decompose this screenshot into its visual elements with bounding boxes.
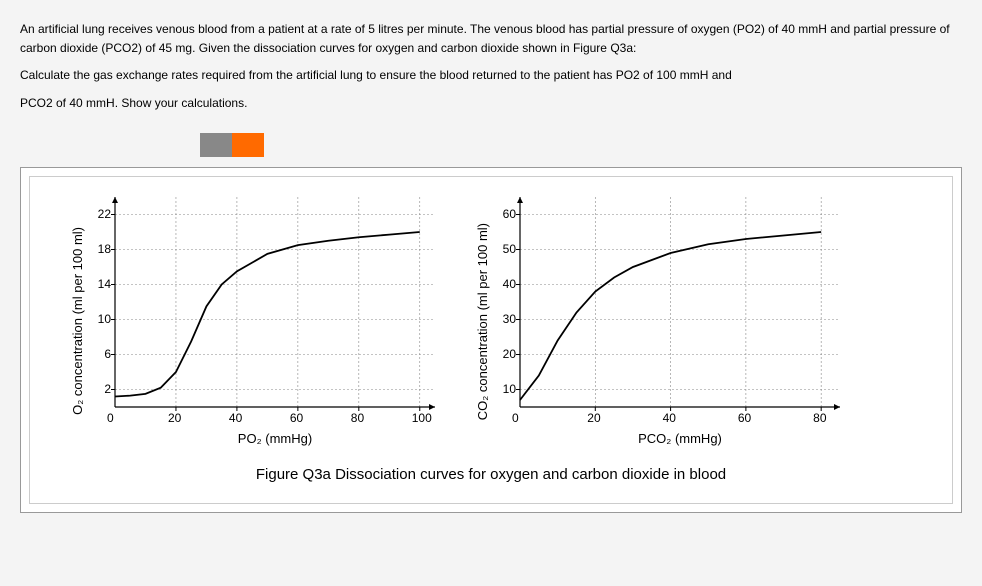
- o2-y-label: O₂ concentration (ml per 100 ml): [70, 227, 85, 415]
- o2-y-ticks: 22 18 14 10 6 2: [93, 197, 115, 407]
- figure-inner: O₂ concentration (ml per 100 ml) 22 18 14 1…: [29, 176, 953, 504]
- y-tick-label: 60: [503, 208, 516, 220]
- color-tabs: [200, 133, 962, 157]
- chart-co2: CO₂ concentration (ml per 100 ml) 60 50 40…: [475, 197, 840, 446]
- x-tick-label: 40: [663, 411, 676, 425]
- o2-plot: [115, 197, 435, 407]
- charts-row: O₂ concentration (ml per 100 ml) 22 18 14 1…: [40, 197, 942, 446]
- o2-x-ticks: 020406080100: [115, 411, 435, 427]
- co2-y-ticks: 60 50 40 30 20 10: [498, 197, 520, 407]
- y-tick-label: 20: [503, 348, 516, 360]
- x-tick-label: 20: [168, 411, 181, 425]
- co2-plot: [520, 197, 840, 407]
- question-text: An artificial lung receives venous blood…: [20, 20, 962, 113]
- question-p2: Calculate the gas exchange rates require…: [20, 66, 962, 85]
- y-tick-label: 6: [104, 348, 111, 360]
- x-tick-label: 20: [587, 411, 600, 425]
- y-tick-label: 2: [104, 383, 111, 395]
- x-tick-label: 80: [813, 411, 826, 425]
- y-tick-label: 10: [98, 313, 111, 325]
- y-tick-label: 50: [503, 243, 516, 255]
- question-p3: PCO2 of 40 mmH. Show your calculations.: [20, 94, 962, 113]
- x-tick-label: 100: [412, 411, 432, 425]
- o2-x-label: PO₂ (mmHg): [115, 431, 435, 446]
- x-tick-label: 80: [351, 411, 364, 425]
- figure-container: O₂ concentration (ml per 100 ml) 22 18 14 1…: [20, 167, 962, 513]
- x-tick-label: 0: [107, 411, 114, 425]
- tab-orange[interactable]: [232, 133, 264, 157]
- y-tick-label: 18: [98, 243, 111, 255]
- y-tick-label: 10: [503, 383, 516, 395]
- figure-caption: Figure Q3a Dissociation curves for oxyge…: [40, 466, 942, 483]
- x-tick-label: 40: [229, 411, 242, 425]
- y-tick-label: 30: [503, 313, 516, 325]
- x-tick-label: 60: [738, 411, 751, 425]
- chart-o2: O₂ concentration (ml per 100 ml) 22 18 14 1…: [70, 197, 435, 446]
- co2-x-ticks: 020406080: [520, 411, 840, 427]
- y-tick-label: 40: [503, 278, 516, 290]
- x-tick-label: 0: [512, 411, 519, 425]
- co2-y-label: CO₂ concentration (ml per 100 ml): [475, 223, 490, 420]
- x-tick-label: 60: [290, 411, 303, 425]
- question-p1: An artificial lung receives venous blood…: [20, 20, 962, 58]
- co2-x-label: PCO₂ (mmHg): [520, 431, 840, 446]
- y-tick-label: 14: [98, 278, 111, 290]
- tab-gray[interactable]: [200, 133, 232, 157]
- y-tick-label: 22: [98, 208, 111, 220]
